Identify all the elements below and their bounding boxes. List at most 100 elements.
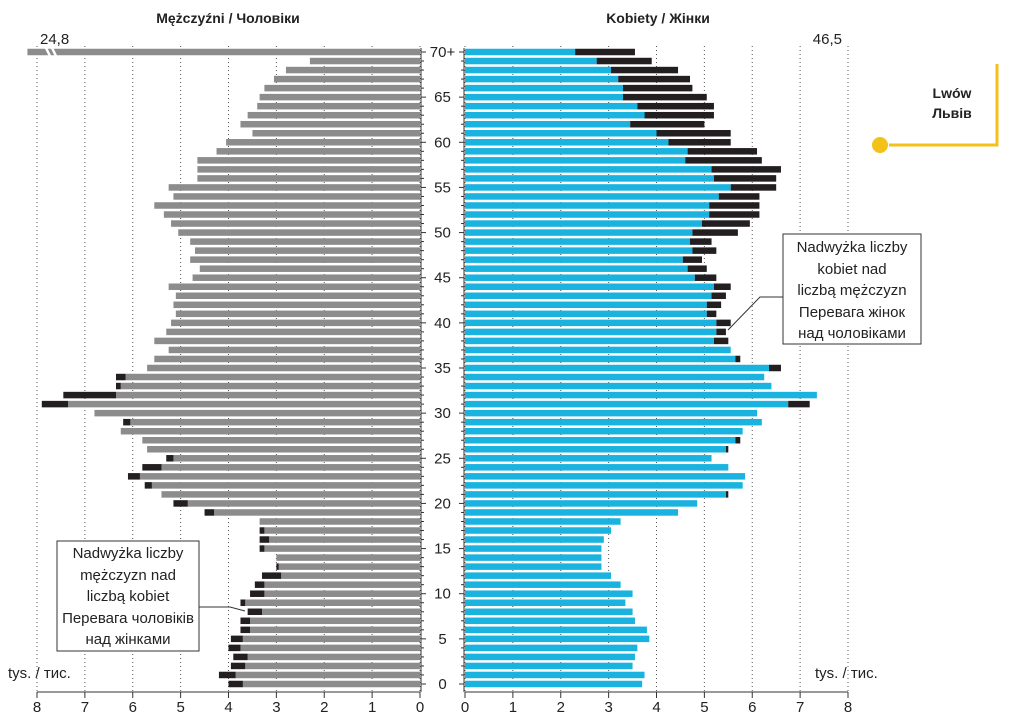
- bar-men-surplus-age-34: [115, 373, 126, 381]
- age-label-50: 50: [434, 225, 451, 242]
- bar-women-age-68: [465, 66, 612, 74]
- bar-women-surplus-age-27: [735, 436, 741, 444]
- bar-men-surplus-age-7: [240, 617, 251, 625]
- bar-men-surplus-age-2: [230, 662, 246, 670]
- age-label-15: 15: [434, 541, 451, 558]
- bar-men-age-38: [154, 337, 420, 345]
- bar-men-age-17: [264, 527, 420, 534]
- bar-men-surplus-age-10: [250, 590, 265, 597]
- bar-men-age-14: [276, 554, 420, 561]
- bar-men-age-32: [115, 391, 421, 399]
- unit-label-right: tys. / тис.: [815, 665, 878, 682]
- location-name-pl: Lwów: [933, 85, 972, 101]
- bar-women-age-59: [465, 148, 688, 155]
- bar-women-age-18: [465, 518, 621, 525]
- bar-women-age-56: [465, 175, 714, 182]
- bar-women-age-62: [465, 120, 631, 128]
- bar-women-surplus-age-26: [725, 446, 729, 453]
- bar-women-age-3: [465, 653, 635, 661]
- bar-women-surplus-age-35: [769, 364, 781, 372]
- bar-men-age-43: [175, 292, 420, 300]
- bar-women-surplus-age-55: [730, 184, 777, 191]
- bar-men-age-23: [139, 473, 420, 480]
- bar-men-age-54: [173, 193, 420, 200]
- bar-women-surplus-age-53: [709, 202, 760, 209]
- bar-men-age-70+: [27, 48, 421, 56]
- bar-women-surplus-age-38: [713, 337, 729, 345]
- bar-men-surplus-age-23: [127, 473, 140, 480]
- bar-men-surplus-age-24: [142, 464, 162, 471]
- bar-women-surplus-age-62: [630, 120, 705, 128]
- bar-women-age-43: [465, 292, 712, 300]
- bar-women-age-28: [465, 427, 743, 435]
- bar-women-age-2: [465, 662, 633, 670]
- bar-women-surplus-age-68: [611, 66, 679, 74]
- bar-women-age-33: [465, 382, 772, 390]
- bar-men-age-61: [252, 130, 420, 137]
- annotation-women-line-1: Nadwyżka liczby: [797, 239, 908, 256]
- overflow-label-women: 46,5: [813, 31, 842, 48]
- bar-women-age-44: [465, 283, 714, 290]
- bar-women-age-9: [465, 599, 626, 606]
- bar-women-age-27: [465, 436, 736, 444]
- x-tick-women-5: 5: [700, 699, 708, 716]
- x-tick-women-1: 1: [509, 699, 517, 716]
- bar-men-surplus-age-20: [173, 500, 188, 507]
- age-label-10: 10: [434, 586, 451, 603]
- bar-men-surplus-age-17: [259, 527, 265, 534]
- bar-men-age-68: [285, 66, 420, 74]
- age-label-5: 5: [438, 631, 446, 648]
- bar-men-age-51: [171, 220, 420, 227]
- bar-women-surplus-age-39: [716, 328, 726, 336]
- bar-women-age-22: [465, 482, 743, 489]
- bar-men-age-6: [250, 626, 420, 634]
- bar-men-surplus-age-12: [262, 572, 282, 579]
- bar-women-age-15: [465, 545, 602, 552]
- bar-men-age-0: [242, 680, 420, 688]
- bar-women-surplus-age-45: [694, 274, 717, 281]
- bar-men-age-11: [264, 581, 420, 588]
- age-label-55: 55: [434, 179, 451, 196]
- x-tick-women-4: 4: [652, 699, 660, 716]
- bar-men-age-40: [171, 319, 420, 327]
- age-label-0: 0: [438, 676, 446, 693]
- x-tick-women-6: 6: [748, 699, 756, 716]
- bar-women-surplus-age-21: [725, 491, 729, 498]
- bar-men-age-26: [147, 446, 421, 453]
- bar-women-surplus-age-46: [687, 265, 707, 272]
- bar-women-age-48: [465, 247, 693, 254]
- x-tick-men-0: 0: [416, 699, 424, 716]
- bar-men-surplus-age-15: [259, 545, 265, 552]
- bar-women-age-54: [465, 193, 719, 200]
- bar-women-age-21: [465, 491, 726, 498]
- bar-women-age-34: [465, 373, 765, 381]
- bar-men-age-15: [264, 545, 420, 552]
- bar-women-surplus-age-70+: [575, 48, 635, 56]
- bar-women-age-30: [465, 409, 758, 417]
- annotation-women-line-5: над чоловіками: [798, 325, 906, 342]
- bar-women-age-67: [465, 75, 619, 83]
- age-label-60: 60: [434, 134, 451, 151]
- bar-women-age-6: [465, 626, 647, 634]
- overflow-value-men: 24,8: [40, 31, 69, 48]
- bar-men-surplus-age-1: [218, 671, 236, 679]
- bar-women-surplus-age-61: [656, 130, 731, 137]
- bar-women-age-52: [465, 211, 710, 218]
- bar-women-age-20: [465, 500, 698, 507]
- x-tick-women-2: 2: [557, 699, 565, 716]
- annotation-men-surplus: Nadwyżka liczby mężczyzn nad liczbą kobi…: [56, 540, 246, 652]
- location-connector-line: [889, 64, 999, 147]
- bar-men-age-10: [264, 590, 420, 597]
- bar-women-surplus-age-59: [687, 148, 758, 155]
- location-badge: Lwów Львів: [872, 64, 999, 153]
- bar-women-surplus-age-65: [622, 93, 707, 101]
- bar-women-surplus-age-40: [716, 319, 731, 327]
- bar-men-age-34: [125, 373, 420, 381]
- bar-men-surplus-age-9: [240, 599, 246, 606]
- age-label-40: 40: [434, 315, 451, 332]
- annotation-men-line-1: Nadwyżka liczby: [73, 545, 184, 562]
- bar-women-age-24: [465, 464, 729, 471]
- annotation-men-pointer: [199, 606, 246, 612]
- bar-women-age-39: [465, 328, 717, 336]
